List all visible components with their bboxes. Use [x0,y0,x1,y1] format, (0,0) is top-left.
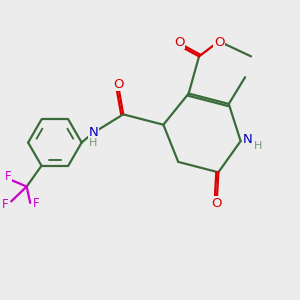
Text: H: H [89,139,98,148]
Text: O: O [212,197,222,210]
Text: F: F [5,170,11,183]
Text: O: O [214,36,224,49]
Text: F: F [2,199,9,212]
Text: N: N [89,126,98,139]
Text: O: O [174,36,184,49]
Text: H: H [254,141,262,152]
Text: O: O [113,77,124,91]
Text: N: N [242,133,252,146]
Text: F: F [33,197,40,210]
